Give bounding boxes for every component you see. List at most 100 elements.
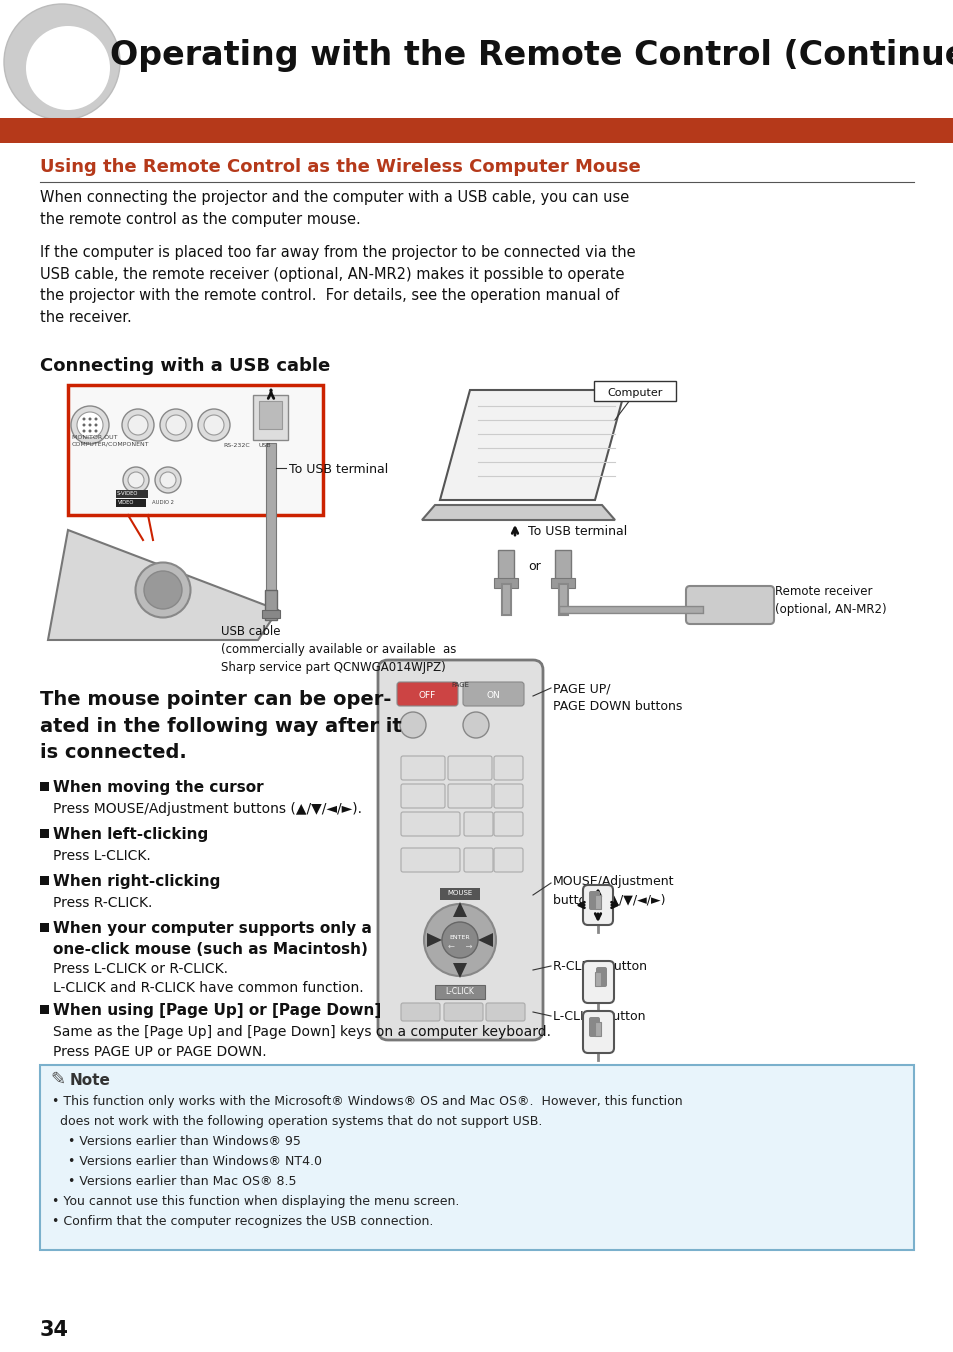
Text: Note: Note (70, 1073, 111, 1088)
Circle shape (82, 423, 86, 426)
Text: USB cable
(commercially available or available  as
Sharp service part QCNWGA014W: USB cable (commercially available or ava… (221, 625, 456, 675)
Text: Same as the [Page Up] and [Page Down] keys on a computer keyboard.
Press PAGE UP: Same as the [Page Up] and [Page Down] ke… (53, 1025, 551, 1059)
FancyBboxPatch shape (582, 886, 613, 925)
Text: ON: ON (486, 691, 499, 700)
FancyBboxPatch shape (443, 1003, 482, 1021)
Circle shape (89, 430, 91, 433)
Circle shape (423, 904, 496, 976)
FancyBboxPatch shape (400, 756, 444, 780)
FancyBboxPatch shape (685, 585, 773, 625)
FancyBboxPatch shape (485, 1003, 524, 1021)
Polygon shape (453, 902, 467, 917)
Polygon shape (48, 530, 277, 639)
Circle shape (26, 26, 110, 110)
Circle shape (94, 418, 97, 420)
Ellipse shape (166, 415, 186, 435)
Text: or: or (527, 560, 540, 573)
Text: MONITOR OUT: MONITOR OUT (71, 435, 117, 439)
Bar (68, 385, 323, 515)
Bar (40, 781, 49, 791)
Bar (266, 443, 275, 604)
Circle shape (441, 922, 477, 959)
FancyBboxPatch shape (463, 848, 493, 872)
Ellipse shape (198, 410, 230, 441)
Text: If the computer is placed too far away from the projector to be connected via th: If the computer is placed too far away f… (40, 245, 635, 324)
Ellipse shape (160, 410, 192, 441)
Text: RS-232C: RS-232C (223, 443, 250, 448)
Bar (595, 972, 600, 986)
Bar (555, 550, 571, 585)
Bar (262, 610, 280, 618)
Polygon shape (453, 963, 467, 977)
Bar (253, 395, 288, 439)
Ellipse shape (128, 415, 148, 435)
Ellipse shape (160, 472, 175, 488)
FancyBboxPatch shape (596, 967, 606, 987)
Bar (40, 1005, 49, 1014)
Text: COMPUTER/COMPONENT: COMPUTER/COMPONENT (71, 441, 150, 446)
Text: When using [Page Up] or [Page Down]: When using [Page Up] or [Page Down] (53, 1003, 381, 1018)
Circle shape (89, 423, 91, 426)
Text: Press L-CLICK or R-CLICK.
L-CLICK and R-CLICK have common function.: Press L-CLICK or R-CLICK. L-CLICK and R-… (53, 963, 363, 995)
Polygon shape (421, 506, 615, 521)
FancyBboxPatch shape (396, 681, 457, 706)
FancyBboxPatch shape (494, 784, 522, 808)
Text: • Versions earlier than Mac OS® 8.5: • Versions earlier than Mac OS® 8.5 (52, 1175, 296, 1188)
FancyBboxPatch shape (582, 961, 614, 1003)
Polygon shape (477, 933, 493, 946)
Bar (497, 550, 514, 585)
Text: L-CLICK button: L-CLICK button (553, 1010, 645, 1023)
Text: When moving the cursor: When moving the cursor (53, 780, 263, 795)
Text: Press L-CLICK.: Press L-CLICK. (53, 849, 151, 863)
Polygon shape (439, 389, 624, 500)
Text: To USB terminal: To USB terminal (289, 462, 388, 476)
Text: 34: 34 (40, 1320, 69, 1340)
Text: Operating with the Remote Control (Continued): Operating with the Remote Control (Conti… (110, 38, 953, 72)
Text: • Confirm that the computer recognizes the USB connection.: • Confirm that the computer recognizes t… (52, 1215, 433, 1228)
Text: • Versions earlier than Windows® NT4.0: • Versions earlier than Windows® NT4.0 (52, 1155, 322, 1168)
FancyBboxPatch shape (400, 813, 459, 836)
Text: PAGE UP/
PAGE DOWN buttons: PAGE UP/ PAGE DOWN buttons (553, 681, 681, 713)
Bar (40, 876, 49, 886)
Bar (116, 489, 148, 498)
FancyBboxPatch shape (494, 813, 522, 836)
Text: Connecting with a USB cable: Connecting with a USB cable (40, 357, 330, 375)
Circle shape (399, 713, 426, 738)
Text: The mouse pointer can be oper-
ated in the following way after it
is connected.: The mouse pointer can be oper- ated in t… (40, 690, 401, 763)
FancyBboxPatch shape (40, 1065, 913, 1251)
Text: S-VIDEO: S-VIDEO (117, 491, 138, 496)
Text: R-CLICK button: R-CLICK button (553, 960, 646, 973)
Text: USB: USB (258, 443, 272, 448)
Ellipse shape (71, 406, 109, 443)
Text: Using the Remote Control as the Wireless Computer Mouse: Using the Remote Control as the Wireless… (40, 158, 640, 176)
Bar (595, 895, 600, 909)
Polygon shape (427, 933, 441, 946)
Bar (595, 1022, 600, 1036)
Circle shape (82, 430, 86, 433)
Text: • Versions earlier than Windows® 95: • Versions earlier than Windows® 95 (52, 1134, 300, 1148)
Text: • This function only works with the Microsoft® Windows® OS and Mac OS®.  However: • This function only works with the Micr… (52, 1095, 682, 1109)
Bar (0, 118, 953, 143)
Text: To USB terminal: To USB terminal (527, 525, 626, 538)
FancyBboxPatch shape (462, 681, 523, 706)
Bar (439, 888, 479, 900)
Text: When left-clicking: When left-clicking (53, 827, 208, 842)
Text: VIDEO: VIDEO (118, 500, 134, 506)
Bar (116, 499, 146, 507)
Text: Press MOUSE/Adjustment buttons (▲/▼/◄/►).: Press MOUSE/Adjustment buttons (▲/▼/◄/►)… (53, 802, 361, 817)
Circle shape (94, 430, 97, 433)
FancyBboxPatch shape (400, 1003, 439, 1021)
FancyBboxPatch shape (588, 1017, 599, 1037)
FancyBboxPatch shape (377, 660, 542, 1040)
Text: AUDIO 2: AUDIO 2 (152, 500, 173, 506)
FancyBboxPatch shape (400, 784, 444, 808)
Ellipse shape (122, 410, 153, 441)
FancyBboxPatch shape (494, 848, 522, 872)
Text: ←    →: ← → (447, 942, 472, 950)
Text: When right-clicking: When right-clicking (53, 873, 220, 890)
FancyBboxPatch shape (463, 813, 493, 836)
Circle shape (89, 418, 91, 420)
Text: L-CLICK: L-CLICK (445, 987, 474, 996)
Ellipse shape (204, 415, 224, 435)
Bar (258, 402, 282, 429)
